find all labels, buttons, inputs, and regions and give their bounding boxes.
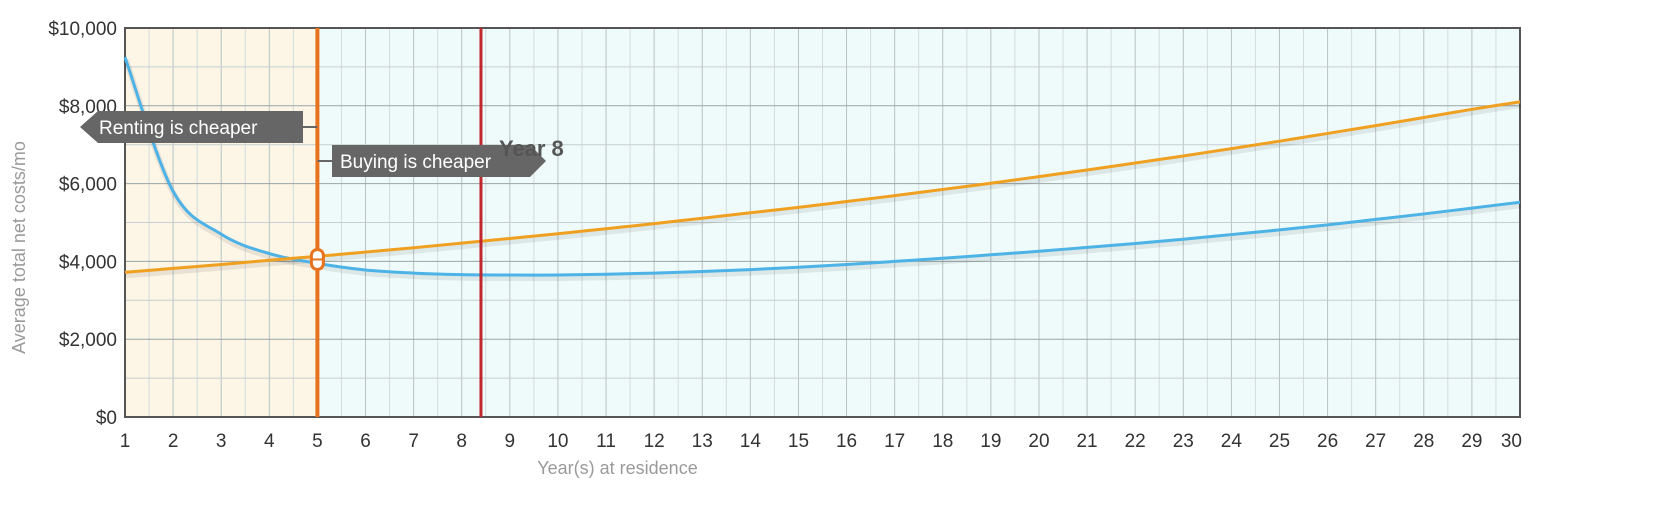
x-tick-label: 11 xyxy=(596,431,616,452)
renting-callout-shape xyxy=(80,111,303,143)
x-tick-label: 13 xyxy=(692,431,713,452)
x-tick-label: 28 xyxy=(1413,431,1434,452)
year-marker-label: Year 8 xyxy=(499,136,564,161)
buying-callout-label: Buying is cheaper xyxy=(340,152,492,173)
buying-callout-shape xyxy=(332,145,546,177)
renting-callout-label: Renting is cheaper xyxy=(99,118,258,139)
y-axis-ticks: $0$2,000$4,000$6,000$8,000$10,000 xyxy=(48,19,117,429)
x-tick-label: 1 xyxy=(120,431,131,452)
series-line-2 xyxy=(124,100,1521,274)
breakeven-marker[interactable] xyxy=(309,28,325,417)
x-tick-label: 21 xyxy=(1076,431,1097,452)
x-tick-label: 7 xyxy=(408,431,419,452)
x-tick-label: 6 xyxy=(360,431,371,452)
plot-frame xyxy=(124,27,1521,418)
x-tick-label: 22 xyxy=(1125,431,1146,452)
x-tick-label: 3 xyxy=(216,431,227,452)
x-tick-label: 25 xyxy=(1269,431,1290,452)
x-tick-label: 19 xyxy=(980,431,1001,452)
x-tick-label: 26 xyxy=(1317,431,1338,452)
x-axis-title: Year(s) at residence xyxy=(537,458,697,478)
y-axis-title: Average total net costs/mo xyxy=(9,141,29,354)
x-tick-label: 24 xyxy=(1221,431,1243,452)
series-shadow-2 xyxy=(125,101,1522,279)
series-lines xyxy=(123,56,1521,277)
y-tick-label: $4,000 xyxy=(59,252,117,273)
x-tick-label: 30 xyxy=(1501,431,1522,452)
x-tick-label: 2 xyxy=(168,431,179,452)
x-tick-label: 9 xyxy=(505,431,516,452)
x-tick-label: 20 xyxy=(1028,431,1049,452)
y-tick-label: $2,000 xyxy=(59,330,117,351)
x-tick-label: 5 xyxy=(312,431,323,452)
series-line-1 xyxy=(123,56,1521,277)
series-shadow-1 xyxy=(123,59,1522,282)
x-tick-label: 16 xyxy=(836,431,857,452)
callouts: Renting is cheaper Buying is cheaper xyxy=(80,111,546,177)
x-tick-label: 27 xyxy=(1365,431,1386,452)
x-tick-label: 10 xyxy=(547,431,568,452)
x-tick-label: 18 xyxy=(932,431,953,452)
x-tick-label: 23 xyxy=(1173,431,1194,452)
buying-callout: Buying is cheaper xyxy=(317,145,546,177)
y-tick-label: $0 xyxy=(96,408,117,429)
grid xyxy=(124,27,1521,418)
x-tick-label: 4 xyxy=(264,431,275,452)
x-tick-label: 14 xyxy=(740,431,762,452)
renting-callout: Renting is cheaper xyxy=(80,111,318,143)
x-tick-label: 8 xyxy=(456,431,467,452)
x-tick-label: 29 xyxy=(1461,431,1482,452)
y-tick-label: $10,000 xyxy=(48,19,117,40)
x-tick-label: 15 xyxy=(788,431,809,452)
x-tick-label: 12 xyxy=(644,431,665,452)
series-shadows xyxy=(123,59,1522,282)
x-axis-ticks: 1 2 3 4 5 6 7 8 9 10 11 12 13 14 15 16 17 18 19 20 21 22 23 24 2… xyxy=(120,431,1522,452)
y-tick-label: $6,000 xyxy=(59,175,117,196)
x-tick-label: 17 xyxy=(884,431,905,452)
